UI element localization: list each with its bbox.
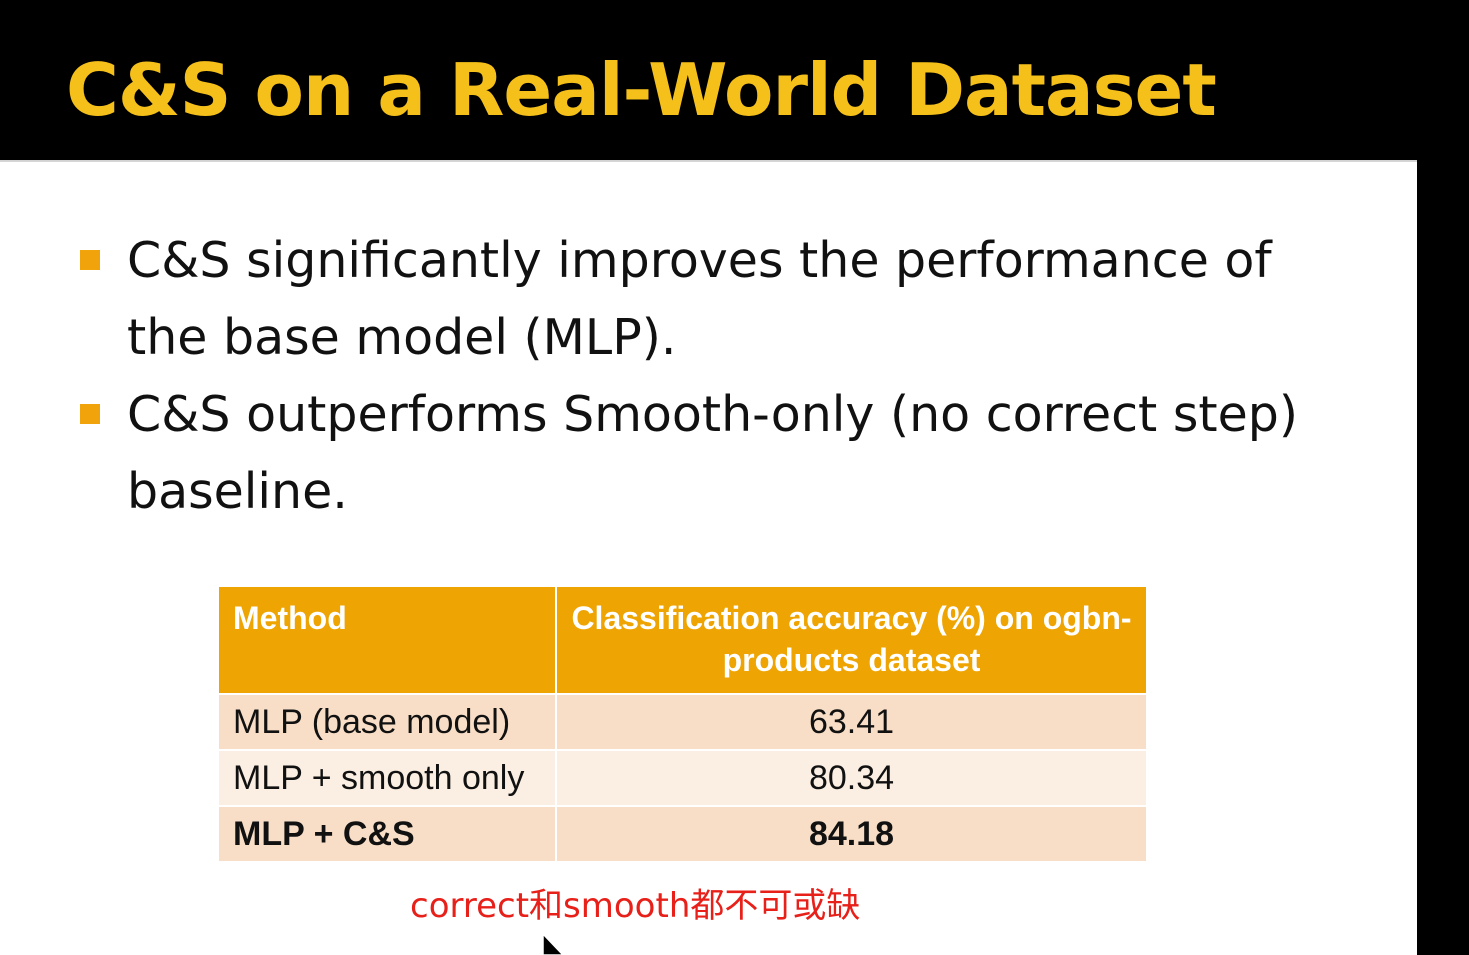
method-cell: MLP + smooth only xyxy=(217,749,557,807)
accuracy-cell: 80.34 xyxy=(555,749,1148,807)
slide-title: C&S on a Real-World Dataset xyxy=(66,48,1217,132)
method-cell: MLP (base model) xyxy=(217,693,557,751)
table-header-row: Method Classification accuracy (%) on og… xyxy=(217,585,1148,695)
results-table: Method Classification accuracy (%) on og… xyxy=(217,585,1148,863)
bullet-text: C&S significantly improves the performan… xyxy=(127,232,1272,366)
table-row: MLP (base model) 63.41 xyxy=(217,693,1148,751)
table-row: MLP + smooth only 80.34 xyxy=(217,749,1148,807)
bullet-square-icon xyxy=(80,250,100,270)
mouse-cursor-icon xyxy=(542,934,565,955)
handwritten-annotation: correct和smooth都不可或缺 xyxy=(410,886,861,926)
header-method: Method xyxy=(217,585,557,695)
table-row: MLP + C&S 84.18 xyxy=(217,805,1148,863)
slide-header: C&S on a Real-World Dataset xyxy=(0,0,1469,160)
accuracy-cell: 84.18 xyxy=(555,805,1148,863)
bullet-text: C&S outperforms Smooth-only (no correct … xyxy=(127,386,1298,520)
bullet-square-icon xyxy=(80,404,100,424)
header-accuracy: Classification accuracy (%) on ogbn-prod… xyxy=(555,585,1148,695)
method-cell: MLP + C&S xyxy=(217,805,557,863)
accuracy-cell: 63.41 xyxy=(555,693,1148,751)
